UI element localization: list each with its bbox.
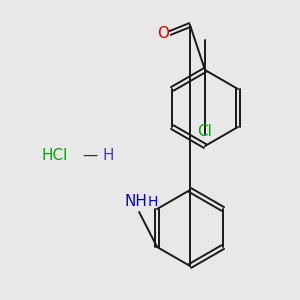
- Text: —: —: [82, 148, 98, 163]
- Text: HCl: HCl: [42, 148, 68, 163]
- Text: H: H: [102, 148, 114, 163]
- Text: O: O: [157, 26, 169, 40]
- Text: H: H: [148, 195, 158, 209]
- Text: NH: NH: [125, 194, 148, 209]
- Text: Cl: Cl: [198, 124, 212, 140]
